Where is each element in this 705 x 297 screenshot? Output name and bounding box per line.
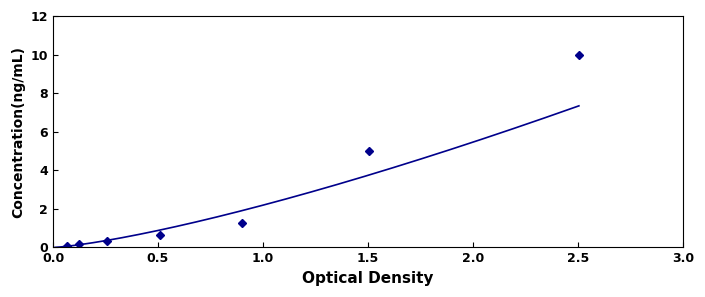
Y-axis label: Concentration(ng/mL): Concentration(ng/mL) [11, 46, 25, 218]
X-axis label: Optical Density: Optical Density [302, 271, 434, 286]
